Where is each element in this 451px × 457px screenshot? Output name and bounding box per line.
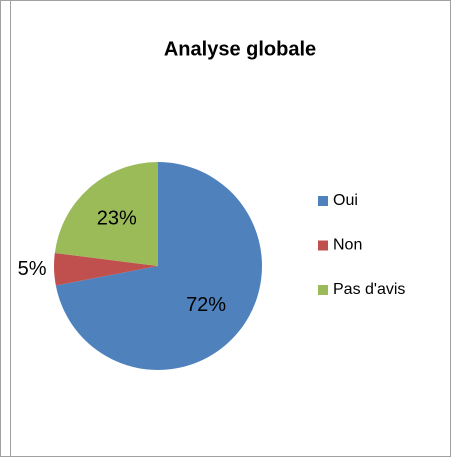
data-label: 72% — [186, 294, 226, 316]
pie-slice — [54, 252, 159, 286]
pie-slice — [54, 162, 159, 266]
legend-swatch — [318, 196, 328, 206]
pie-slice — [55, 162, 262, 370]
chart-title: Analyse globale — [164, 38, 316, 60]
legend-label: Oui — [333, 192, 358, 209]
legend-label: Non — [333, 237, 362, 254]
legend-swatch — [318, 240, 328, 251]
legend-label: Pas d'avis — [333, 281, 405, 298]
legend-swatch — [318, 285, 328, 295]
data-label: 5% — [18, 258, 47, 280]
data-label: 23% — [97, 207, 137, 229]
